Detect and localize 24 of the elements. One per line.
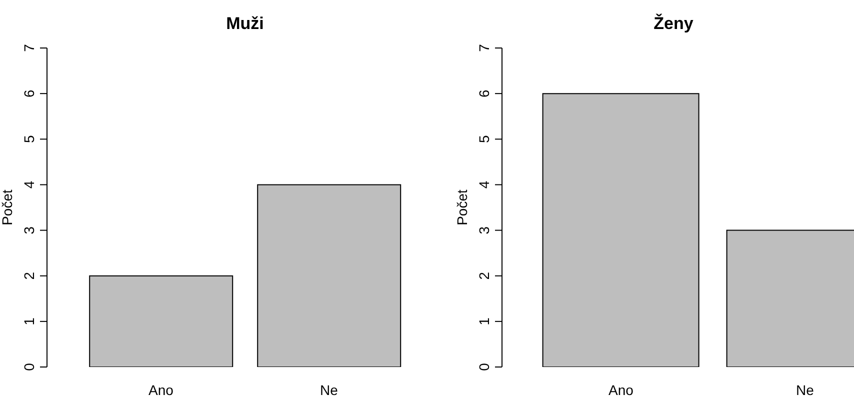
y-tick-label: 4 (21, 180, 37, 189)
y-tick-label: 2 (476, 272, 492, 280)
y-tick-label: 7 (21, 44, 37, 52)
y-tick-label: 7 (476, 44, 492, 52)
y-tick-label: 5 (476, 135, 492, 144)
y-tick-label: 0 (476, 362, 492, 371)
x-tick-label: Ano (148, 382, 174, 398)
y-tick-label: 1 (476, 317, 492, 326)
y-tick-label: 3 (21, 226, 37, 234)
chart-title: Ženy (652, 14, 694, 34)
y-tick-label: 4 (476, 180, 492, 189)
y-axis-title: Počet (0, 189, 15, 226)
y-tick-label: 6 (21, 89, 37, 98)
y-tick-label: 2 (21, 272, 37, 280)
x-tick-label: Ano (608, 382, 634, 398)
y-tick-label: 1 (21, 317, 37, 326)
y-tick-label: 6 (476, 89, 492, 98)
y-tick-label: 3 (476, 226, 492, 234)
x-tick-label: Ne (796, 382, 814, 398)
y-axis-title: Počet (454, 189, 470, 226)
chart-title: Muži (225, 14, 265, 34)
x-tick-label: Ne (320, 382, 338, 398)
y-tick-label: 5 (21, 135, 37, 144)
y-tick-label: 0 (21, 362, 37, 371)
